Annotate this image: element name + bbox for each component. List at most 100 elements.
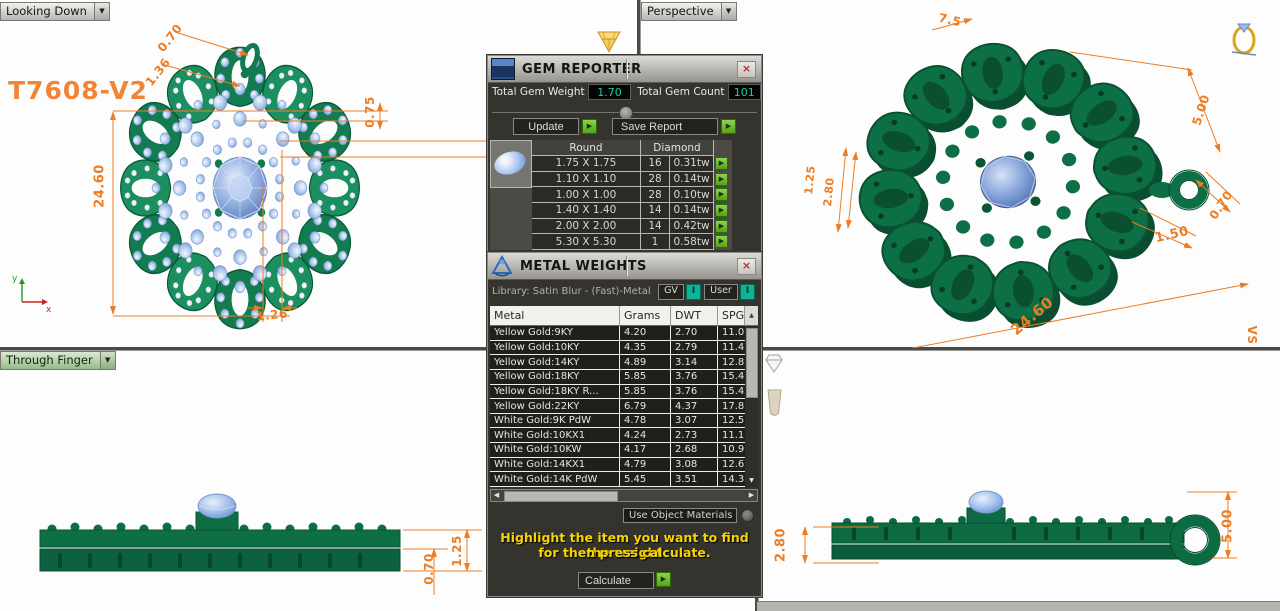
spg-column-header[interactable]: SPG (718, 306, 745, 326)
user-button[interactable]: User (704, 284, 738, 300)
gem-row[interactable]: 2.00 X 2.00 14 0.42tw ▶ (532, 218, 732, 235)
save-report-button[interactable]: Save Report (612, 118, 718, 135)
gem-count: 28 (641, 187, 670, 204)
viewport-label[interactable]: Looking Down (1, 3, 94, 20)
gem-row[interactable]: 1.10 X 1.10 28 0.14tw ▶ (532, 171, 732, 188)
metal-name: Yellow Gold:10KY (490, 340, 620, 356)
viewport-label[interactable]: Through Finger (1, 352, 100, 369)
calculate-go-icon[interactable]: ▶ (656, 572, 671, 587)
update-go-icon[interactable]: ▶ (582, 119, 597, 134)
metal-weights-titlebar[interactable]: METAL WEIGHTS × (488, 253, 761, 280)
viewport-label[interactable]: Perspective (642, 3, 721, 20)
total-gem-weight-value[interactable]: 1.70 (587, 84, 632, 100)
metal-dwt: 3.08 (671, 457, 718, 473)
gem-reporter-icon (491, 58, 515, 80)
metal-table-body: Yellow Gold:9KY 4.20 2.70 11.08 Yellow G… (490, 326, 758, 488)
gem-reporter-titlebar[interactable]: GEM REPORTER × (488, 56, 761, 83)
chevron-down-icon[interactable]: ▼ (93, 3, 109, 20)
gem-row-go-icon[interactable]: ▶ (715, 204, 728, 218)
close-icon[interactable]: × (737, 61, 756, 78)
metal-row[interactable]: Yellow Gold:10KY 4.35 2.79 11.45 (490, 340, 758, 356)
metal-grams: 5.45 (620, 472, 671, 488)
metal-name: White Gold:10KX1 (490, 428, 620, 444)
scroll-up-icon[interactable]: ▲ (745, 306, 758, 326)
gv-toggle: GV I (658, 284, 701, 300)
metal-row[interactable]: White Gold:9K PdW 4.78 3.07 12.55 (490, 413, 758, 429)
gem-row-go-icon[interactable]: ▶ (715, 157, 728, 170)
grams-column-header[interactable]: Grams (620, 306, 671, 326)
pendant-top-view-drawing: x y (12, 31, 621, 330)
metal-spg: 11.45 (718, 340, 745, 356)
horizontal-scrollbar[interactable]: ◀ ▶ (490, 489, 758, 502)
materials-dropdown[interactable]: Use Object Materials (623, 508, 737, 523)
metal-spg: 12.61 (718, 457, 745, 473)
metal-row[interactable]: White Gold:10KX1 4.24 2.73 11.18 (490, 428, 758, 444)
scroll-down-icon[interactable]: ▼ (749, 477, 754, 484)
axis-x-label: x (46, 305, 52, 315)
viewport-tab-looking-down[interactable]: Looking Down ▼ (0, 2, 110, 21)
metal-grams: 4.35 (620, 340, 671, 356)
scrollbar-thumb[interactable] (746, 328, 758, 398)
metal-grams: 4.79 (620, 457, 671, 473)
gem-row-go-icon[interactable]: ▶ (715, 188, 728, 202)
gem-row[interactable]: 1.00 X 1.00 28 0.10tw ▶ (532, 187, 732, 204)
metal-row[interactable]: Yellow Gold:22KY 6.79 4.37 17.85 (490, 399, 758, 414)
viewport-tab-through-finger[interactable]: Through Finger ▼ (0, 351, 116, 370)
dimension-label: 0.75 (363, 96, 377, 128)
pendant-side-view2-drawing (765, 354, 1237, 566)
metal-row[interactable]: White Gold:10KW 4.17 2.68 10.95 (490, 443, 758, 458)
metal-row[interactable]: Yellow Gold:14KY 4.89 3.14 12.88 (490, 355, 758, 370)
vertical-scrollbar[interactable]: ▼ (745, 326, 758, 487)
gem-grid: Round Diamond 1.75 X 1.75 16 0.31tw ▶ 1.… (532, 140, 732, 251)
metal-spg: 12.88 (718, 355, 745, 370)
gem-row[interactable]: 1.40 X 1.40 14 0.14tw ▶ (532, 203, 732, 219)
dimension-label: 1.25 (450, 535, 464, 567)
scrollbar-thumb[interactable] (504, 491, 618, 502)
chevron-down-icon[interactable]: ▼ (99, 352, 115, 369)
scroll-left-icon[interactable]: ◀ (493, 491, 500, 499)
chevron-down-icon[interactable]: ▼ (720, 3, 736, 20)
gem-totals-row: Total Gem Weight 1.70 Total Gem Count 10… (488, 84, 761, 100)
total-gem-count-value[interactable]: 101 (727, 84, 761, 100)
metal-dwt: 3.76 (671, 384, 718, 400)
gem-row-go-icon[interactable]: ▶ (715, 219, 728, 233)
viewport-tab-perspective[interactable]: Perspective ▼ (641, 2, 737, 21)
dialog-title: GEM REPORTER (522, 61, 642, 77)
metal-dwt: 2.73 (671, 428, 718, 444)
gem-row-go-icon[interactable]: ▶ (715, 172, 728, 186)
gem-weight: 0.14tw (670, 171, 714, 188)
materials-dropdown-icon[interactable] (741, 509, 754, 522)
dwt-column-header[interactable]: DWT (671, 306, 718, 326)
metal-name: Yellow Gold:9KY (490, 326, 620, 341)
user-indicator-button[interactable]: I (740, 284, 755, 300)
gem-weight: 0.42tw (670, 218, 714, 235)
metal-spg: 15.47 (718, 369, 745, 385)
ring-icon (1231, 23, 1257, 56)
metal-weights-icon (491, 255, 513, 277)
metal-row[interactable]: Yellow Gold:18KY R... 5.85 3.76 15.41 (490, 384, 758, 400)
gem-row-go-icon[interactable]: ▶ (715, 235, 728, 249)
gem-type-header[interactable]: Diamond (641, 140, 714, 156)
save-report-go-icon[interactable]: ▶ (721, 119, 736, 134)
metal-row[interactable]: Yellow Gold:18KY 5.85 3.76 15.47 (490, 369, 758, 385)
gem-row[interactable]: 5.30 X 5.30 1 0.58tw ▶ (532, 234, 732, 251)
dialog-splitter[interactable] (492, 106, 757, 120)
metal-column-header[interactable]: Metal (490, 306, 620, 326)
metal-row[interactable]: Yellow Gold:9KY 4.20 2.70 11.08 (490, 326, 758, 341)
gv-button[interactable]: GV (658, 284, 684, 300)
close-icon[interactable]: × (737, 258, 756, 275)
axis-gizmo: x y (12, 274, 52, 315)
gem-row[interactable]: 1.75 X 1.75 16 0.31tw ▶ (532, 156, 732, 172)
metal-dwt: 2.79 (671, 340, 718, 356)
metal-dwt: 2.68 (671, 443, 718, 458)
gv-indicator-button[interactable]: I (686, 284, 701, 300)
metal-row[interactable]: White Gold:14K PdW 5.45 3.51 14.37 (490, 472, 758, 488)
gem-shape-header[interactable]: Round (532, 140, 641, 156)
metal-name: Yellow Gold:22KY (490, 399, 620, 414)
metal-row[interactable]: White Gold:14KX1 4.79 3.08 12.61 (490, 457, 758, 473)
gem-thumbnail[interactable] (490, 140, 532, 188)
gem-weight: 0.58tw (670, 234, 714, 251)
scroll-right-icon[interactable]: ▶ (748, 491, 755, 499)
calculate-button[interactable]: Calculate (578, 572, 654, 589)
update-button[interactable]: Update (513, 118, 579, 135)
